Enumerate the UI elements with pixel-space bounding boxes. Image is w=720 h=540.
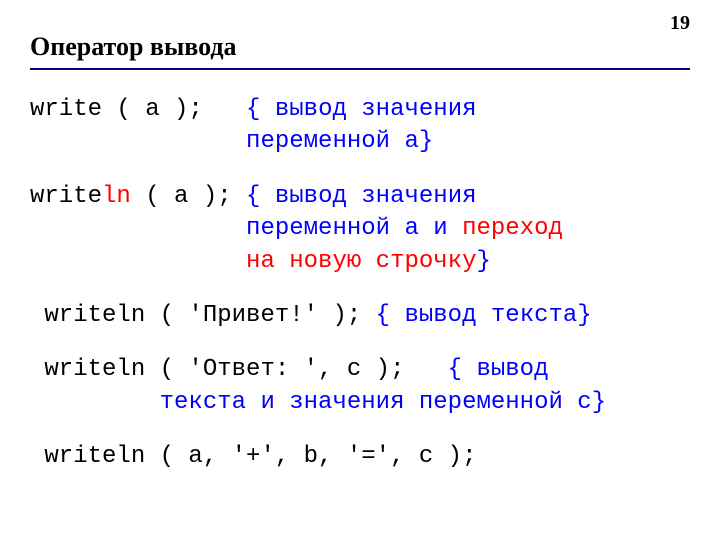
indent bbox=[30, 248, 246, 275]
indent bbox=[30, 215, 246, 242]
comment-highlight: на новую строчку bbox=[246, 248, 476, 275]
code-text: ( a ); bbox=[131, 183, 246, 210]
comment-brace: { bbox=[246, 96, 275, 123]
comment-text: { вывод bbox=[448, 356, 549, 383]
code-example-4: writeln ( 'Ответ: ', c ); { вывод текста… bbox=[30, 354, 690, 419]
code-text: writeln ( a, '+', b, '=', c ); bbox=[30, 443, 476, 470]
slide-title: Оператор вывода bbox=[30, 32, 690, 62]
title-divider bbox=[30, 68, 690, 70]
comment-text: вывод значения bbox=[275, 96, 477, 123]
comment-brace: { bbox=[246, 183, 275, 210]
comment-highlight: переход bbox=[462, 215, 563, 242]
code-text: writeln ( 'Привет!' ); bbox=[30, 302, 376, 329]
page-number: 19 bbox=[670, 12, 690, 35]
code-example-2: writeln ( a ); { вывод значения переменн… bbox=[30, 181, 690, 278]
indent bbox=[30, 389, 160, 416]
comment-text: переменной a и bbox=[246, 215, 462, 242]
code-example-5: writeln ( a, '+', b, '=', c ); bbox=[30, 441, 690, 473]
comment-text: текста и значения переменной c} bbox=[160, 389, 606, 416]
comment-brace: } bbox=[419, 128, 433, 155]
code-example-1: write ( a ); { вывод значения переменной… bbox=[30, 94, 690, 159]
comment-text: { вывод текста} bbox=[376, 302, 592, 329]
code-text: writeln ( 'Ответ: ', c ); bbox=[30, 356, 448, 383]
code-highlight: ln bbox=[102, 183, 131, 210]
comment-text: переменной a bbox=[246, 128, 419, 155]
comment-text: вывод значения bbox=[275, 183, 477, 210]
comment-brace: } bbox=[476, 248, 490, 275]
indent bbox=[30, 128, 246, 155]
code-text: write bbox=[30, 183, 102, 210]
code-example-3: writeln ( 'Привет!' ); { вывод текста} bbox=[30, 300, 690, 332]
code-text: write ( a ); bbox=[30, 96, 246, 123]
